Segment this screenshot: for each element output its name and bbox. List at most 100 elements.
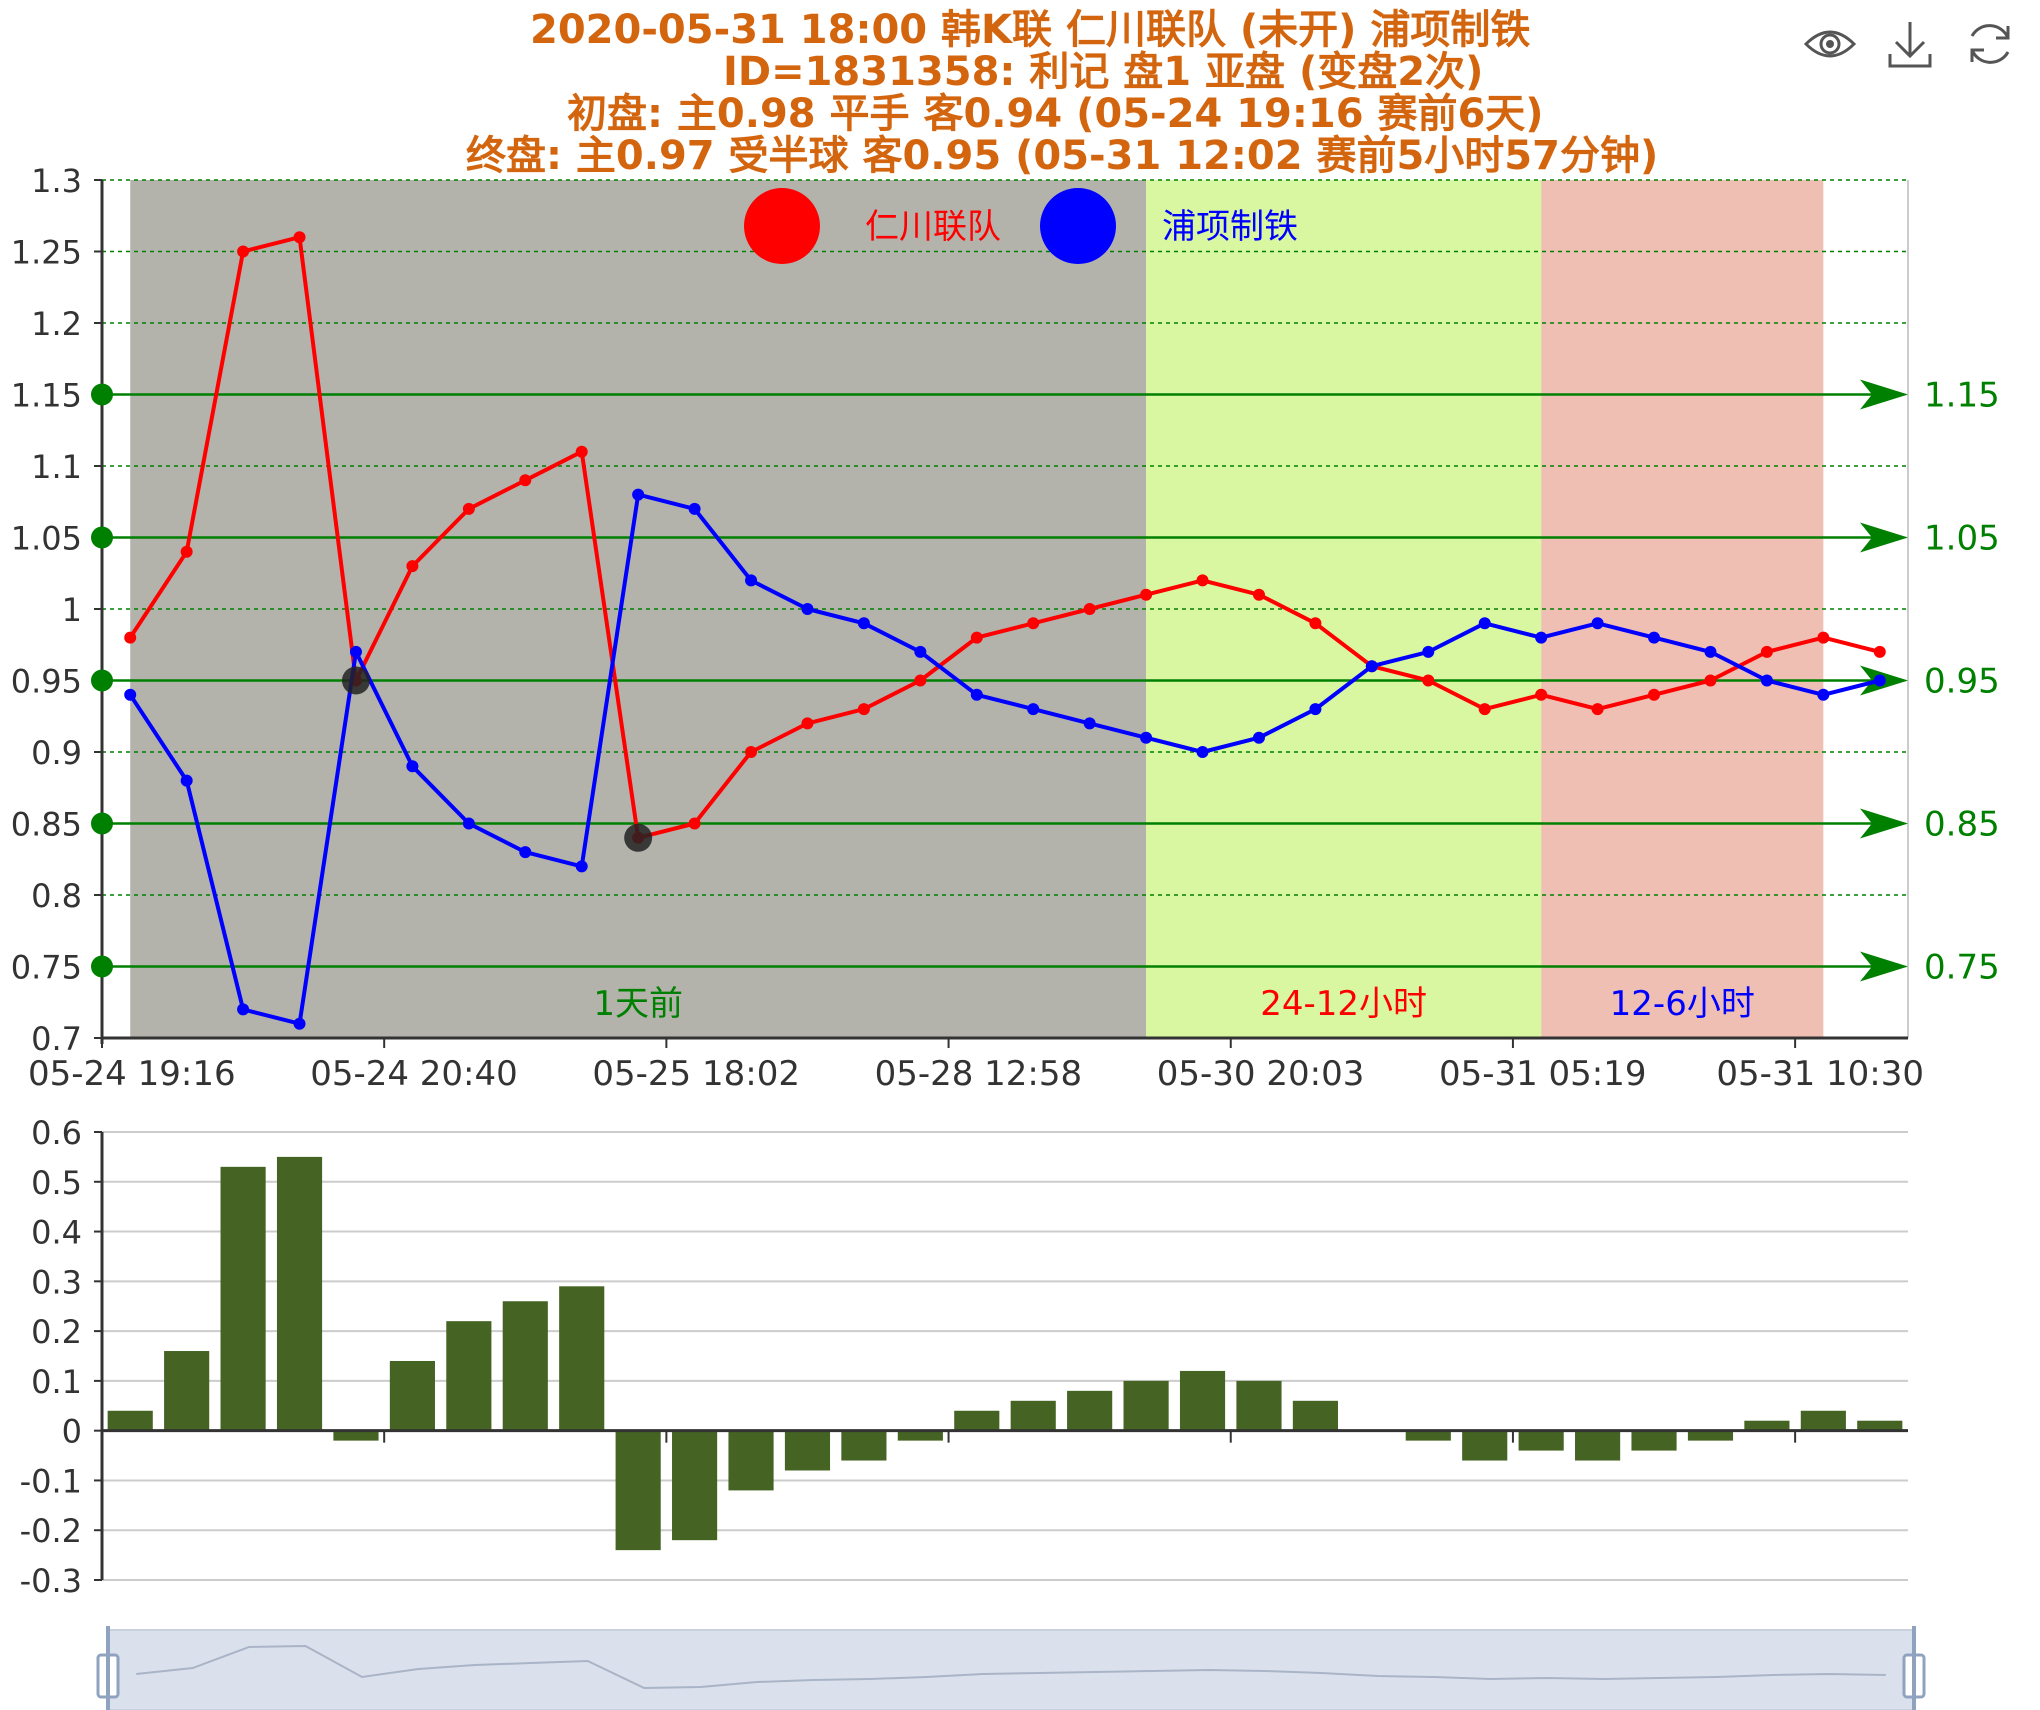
data-point [1196, 746, 1209, 758]
bar-y-tick-label: 0.2 [31, 1313, 82, 1351]
bar [1857, 1420, 1903, 1431]
mark-line-arrow [1860, 951, 1908, 982]
bar-y-tick-label: -0.3 [20, 1562, 82, 1600]
title-line-2: ID=1831358: 利记 盘1 亚盘 (变盘2次) [723, 49, 1484, 95]
bar [1800, 1410, 1846, 1431]
bar-y-tick-label: 0.4 [31, 1214, 82, 1252]
data-point [801, 603, 814, 615]
x-tick-label: 05-28 12:58 [875, 1054, 1083, 1094]
data-point [1083, 717, 1096, 730]
data-point [1704, 674, 1717, 687]
legend-swatch [1040, 188, 1116, 264]
bar [559, 1286, 605, 1431]
data-point [1422, 674, 1435, 687]
data-point [632, 488, 645, 501]
data-point [745, 574, 758, 587]
data-point [857, 617, 870, 630]
mark-line-start-dot [91, 383, 113, 406]
bar [1010, 1400, 1056, 1431]
data-point [406, 760, 419, 773]
data-point [1478, 617, 1491, 630]
data-point [1591, 703, 1604, 716]
bar [1462, 1430, 1508, 1461]
data-point [462, 817, 475, 830]
bar [784, 1430, 831, 1471]
y-tick-label: 1.05 [11, 520, 82, 558]
x-tick-label: 05-24 20:40 [310, 1054, 518, 1094]
data-point [1535, 631, 1548, 644]
bar [502, 1301, 548, 1431]
data-point [1478, 703, 1491, 716]
data-point [970, 631, 983, 644]
eye-icon[interactable] [1800, 14, 1860, 74]
mark-line-label: 1.15 [1924, 376, 2000, 416]
bar [107, 1410, 153, 1431]
data-point [914, 645, 927, 658]
bar [1236, 1380, 1282, 1431]
bar [1744, 1420, 1790, 1431]
data-point [1027, 617, 1040, 630]
data-point [1309, 617, 1322, 630]
bar [1687, 1430, 1734, 1441]
bar [897, 1430, 943, 1441]
series-line [128, 492, 1881, 1026]
mark-line-label: 0.95 [1924, 662, 2000, 702]
data-point [293, 1017, 306, 1030]
data-point [180, 774, 193, 787]
data-point [462, 502, 475, 515]
x-tick-label: 05-25 18:02 [592, 1054, 800, 1094]
bar-y-tick-label: -0.1 [20, 1462, 82, 1500]
title-line-3: 初盘: 主0.98 平手 客0.94 (05-24 19:16 赛前6天) [567, 91, 1544, 137]
data-point [1648, 688, 1661, 701]
change-point-marker [341, 666, 370, 695]
x-tick-label: 05-31 10:30 [1716, 1054, 1924, 1094]
chart-title: 2020-05-31 18:00 韩K联 仁川联队 (未开) 浦项制铁 ID=1… [0, 4, 2040, 184]
bar [954, 1410, 1000, 1431]
data-point [801, 717, 814, 730]
bar-y-tick-label: -0.2 [20, 1512, 82, 1550]
mark-line-arrow [1860, 808, 1908, 839]
bar-y-tick-label: 0.1 [31, 1363, 82, 1401]
legend-swatch [744, 188, 820, 264]
data-point [519, 474, 532, 487]
mark-line-start-dot [91, 812, 113, 835]
data-point [575, 445, 588, 458]
y-tick-label: 0.85 [11, 806, 82, 844]
download-icon[interactable] [1880, 14, 1940, 74]
data-point [406, 560, 419, 573]
title-line-1: 2020-05-31 18:00 韩K联 仁川联队 (未开) 浦项制铁 [530, 7, 1531, 53]
mark-line-label: 0.75 [1924, 948, 2000, 988]
bar [1067, 1390, 1113, 1431]
data-point [1535, 688, 1548, 701]
data-point [1873, 645, 1886, 658]
y-tick-label: 0.9 [31, 734, 82, 772]
bar-y-tick-label: 0 [62, 1413, 82, 1451]
mark-line-start-dot [91, 669, 113, 692]
y-tick-label: 0.8 [31, 877, 82, 915]
data-point [970, 688, 983, 701]
refresh-icon[interactable] [1960, 14, 2020, 74]
bar [841, 1430, 887, 1461]
data-point [237, 245, 250, 258]
data-point [1704, 645, 1717, 658]
bar [1405, 1430, 1451, 1441]
zone-label: 1天前 [593, 984, 683, 1024]
data-point [1309, 703, 1322, 716]
data-point [1760, 674, 1773, 687]
bar [389, 1360, 435, 1431]
y-tick-label: 1.1 [31, 448, 82, 486]
bar [1518, 1430, 1564, 1451]
bar [220, 1166, 266, 1431]
data-point [1365, 660, 1378, 673]
zoom-slider-track [107, 1629, 1915, 1710]
x-tick-label: 05-30 20:03 [1157, 1054, 1365, 1094]
data-point [1817, 631, 1830, 644]
bar [1631, 1430, 1677, 1451]
data-point [124, 688, 137, 701]
data-point [1252, 731, 1265, 744]
data-point [745, 746, 758, 758]
y-tick-label: 0.75 [11, 949, 82, 987]
y-tick-label: 1.2 [31, 305, 82, 343]
bar [276, 1156, 323, 1431]
